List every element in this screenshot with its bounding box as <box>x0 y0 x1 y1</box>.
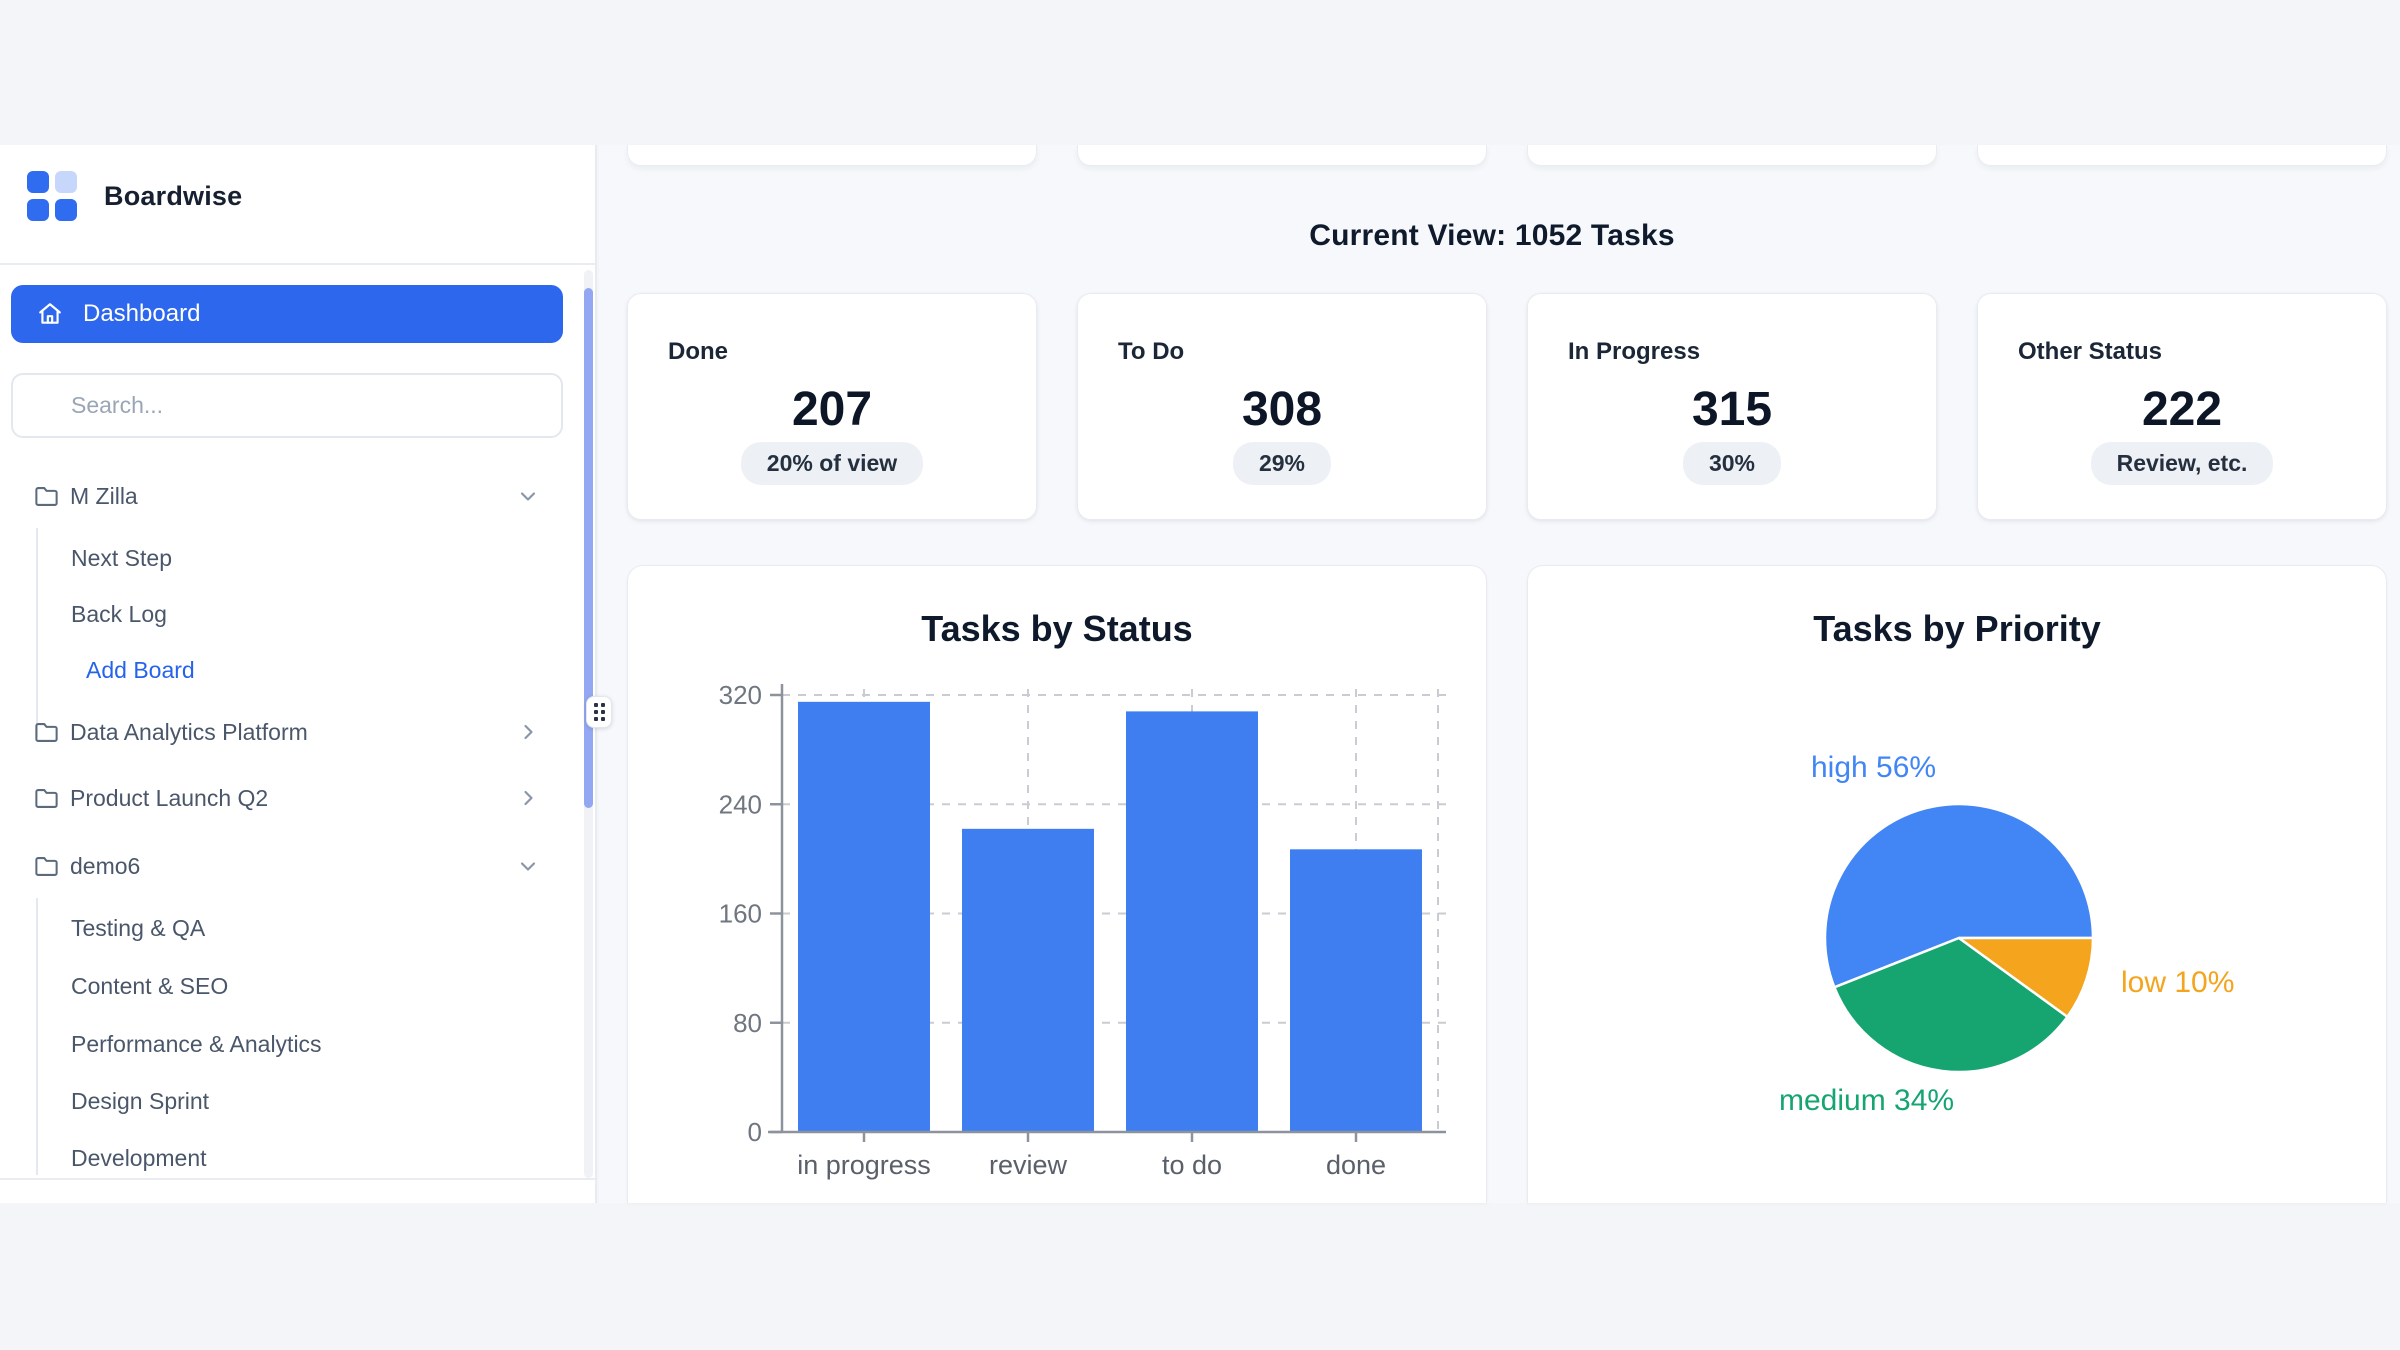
svg-text:0: 0 <box>748 1117 762 1147</box>
stat-value: 207 <box>791 383 873 436</box>
sidebar-item-label: demo6 <box>70 852 141 879</box>
sidebar: Boardwise Dashboard M Zilla Next Step Ba… <box>0 145 597 1203</box>
sidebar-item-label: Performance & Analytics <box>71 1030 322 1057</box>
sidebar-footer-divider <box>0 1178 595 1180</box>
home-icon <box>39 303 61 324</box>
pie-label-low: low 10% <box>2121 966 2235 999</box>
brand-logo-row: Boardwise <box>27 169 242 223</box>
chevron-down-icon[interactable] <box>516 484 540 508</box>
sidebar-item-content-seo[interactable]: Content & SEO <box>0 958 563 1014</box>
chevron-down-icon[interactable] <box>516 854 540 878</box>
svg-text:80: 80 <box>733 1008 762 1038</box>
stat-card-in-progress: In Progress 315 30% <box>1527 293 1937 520</box>
sidebar-item-label: Back Log <box>71 600 167 627</box>
scrolled-card-partial <box>1077 145 1487 166</box>
stat-badge: 29% <box>1232 442 1332 485</box>
pie-chart-svg <box>1823 802 2095 1074</box>
stat-value: 315 <box>1691 383 1773 436</box>
sidebar-item-label: Next Step <box>71 544 172 571</box>
scrolled-card-partial <box>627 145 1037 166</box>
svg-text:in progress: in progress <box>797 1150 931 1180</box>
sidebar-item-data-analytics-platform[interactable]: Data Analytics Platform <box>0 704 563 760</box>
chart-title: Tasks by Priority <box>1813 608 2101 649</box>
folder-icon <box>35 856 58 876</box>
sidebar-item-label: Data Analytics Platform <box>70 718 308 745</box>
sidebar-item-label: Content & SEO <box>71 972 229 999</box>
stat-label: Done <box>668 338 728 365</box>
svg-text:review: review <box>989 1150 1068 1180</box>
add-board-link-label: Add Board <box>86 656 195 683</box>
dashboard-nav-label: Dashboard <box>83 300 201 327</box>
tasks-by-status-chart-card: 0 80 160 240 320 in progress review to do done T… <box>627 565 1487 1203</box>
page-title: Current View: 1052 Tasks <box>1309 219 1675 252</box>
pie-label-high: high 56% <box>1811 751 1937 784</box>
sidebar-item-product-launch-q2[interactable]: Product Launch Q2 <box>0 770 563 826</box>
sidebar-item-performance-analytics[interactable]: Performance & Analytics <box>0 1016 563 1072</box>
stat-card-done: Done 207 20% of view <box>627 293 1037 520</box>
stat-card-to-do: To Do 308 29% <box>1077 293 1487 520</box>
stat-value: 222 <box>2141 383 2223 436</box>
stat-badge: 20% of view <box>740 442 924 485</box>
sidebar-resize-handle[interactable] <box>586 696 612 728</box>
tree-indent-guide <box>36 528 38 737</box>
boardwise-logo-icon <box>27 171 77 221</box>
chevron-right-icon[interactable] <box>516 786 540 810</box>
sidebar-scrollbar-thumb[interactable] <box>584 288 593 808</box>
chart-title: Tasks by Status <box>921 608 1193 649</box>
sidebar-item-label: Design Sprint <box>71 1087 210 1114</box>
scrolled-card-partial <box>1977 145 2387 166</box>
sidebar-item-testing-qa[interactable]: Testing & QA <box>0 900 563 956</box>
sidebar-item-design-sprint[interactable]: Design Sprint <box>0 1073 563 1129</box>
sidebar-item-label: Product Launch Q2 <box>70 784 269 811</box>
search-input[interactable] <box>11 373 563 438</box>
bar-chart-svg: 0 80 160 240 320 in progress review to do done <box>719 680 1446 1180</box>
sidebar-item-m-zilla[interactable]: M Zilla <box>0 468 563 524</box>
stat-badge: Review, etc. <box>2090 442 2274 485</box>
sidebar-item-demo6[interactable]: demo6 <box>0 838 563 894</box>
svg-text:160: 160 <box>719 899 762 929</box>
sidebar-item-label: Testing & QA <box>71 914 206 941</box>
brand-name: Boardwise <box>104 180 243 211</box>
tasks-by-priority-chart-card: Tasks by Priority high 56% low 10% mediu… <box>1527 565 2387 1203</box>
sidebar-item-next-step[interactable]: Next Step <box>0 530 563 586</box>
folder-icon <box>35 788 58 808</box>
app-viewport: Boardwise Dashboard M Zilla Next Step Ba… <box>0 145 2400 1203</box>
sidebar-header-divider <box>0 263 595 265</box>
folder-icon <box>35 722 58 742</box>
sidebar-item-label: M Zilla <box>70 482 138 509</box>
stat-label: Other Status <box>2018 338 2163 365</box>
sidebar-item-development[interactable]: Development <box>0 1130 563 1186</box>
sidebar-item-label: Development <box>71 1144 207 1171</box>
svg-text:320: 320 <box>719 680 762 710</box>
tree-indent-guide <box>36 898 38 1175</box>
svg-text:to do: to do <box>1162 1150 1222 1180</box>
pie-label-medium: medium 34% <box>1779 1084 1955 1117</box>
folder-icon <box>35 486 58 506</box>
svg-text:done: done <box>1326 1150 1386 1180</box>
stat-card-other-status: Other Status 222 Review, etc. <box>1977 293 2387 520</box>
stat-value: 308 <box>1241 383 1323 436</box>
dashboard-nav-button[interactable]: Dashboard <box>11 285 563 343</box>
stat-label: To Do <box>1118 338 1185 365</box>
sidebar-item-back-log[interactable]: Back Log <box>0 586 563 642</box>
stat-badge: 30% <box>1682 442 1782 485</box>
scrolled-card-partial <box>1527 145 1937 166</box>
svg-text:240: 240 <box>719 789 762 819</box>
sidebar-item-add-board[interactable]: Add Board <box>0 642 563 698</box>
chevron-right-icon[interactable] <box>516 720 540 744</box>
stat-label: In Progress <box>1568 338 1701 365</box>
